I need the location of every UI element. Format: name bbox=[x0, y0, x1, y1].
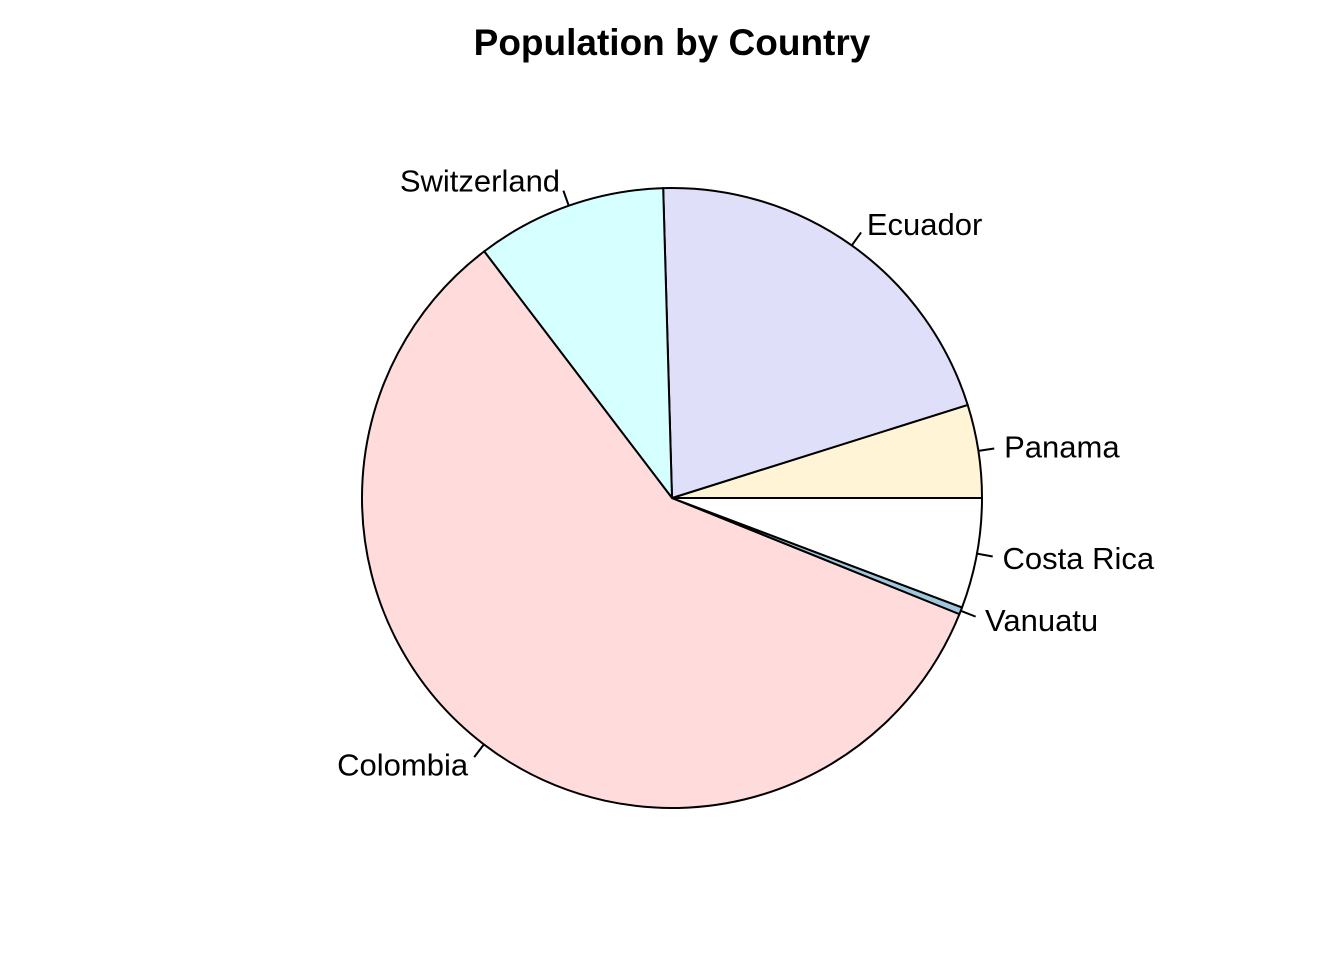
chart-title: Population by Country bbox=[474, 22, 871, 63]
pie-label-switzerland: Switzerland bbox=[400, 164, 560, 199]
pie-label-costa-rica: Costa Rica bbox=[1003, 541, 1155, 576]
pie-label-tick-switzerland bbox=[562, 190, 570, 207]
pie-label-tick-vanuatu bbox=[960, 609, 977, 618]
pie-label-tick-panama bbox=[978, 447, 995, 452]
pie-label-colombia: Colombia bbox=[337, 748, 469, 783]
pie-slices bbox=[361, 187, 983, 810]
pie-label-panama: Panama bbox=[1004, 429, 1120, 464]
pie-label-tick-ecuador bbox=[850, 231, 862, 247]
pie-label-ecuador: Ecuador bbox=[867, 207, 982, 242]
pie-label-tick-colombia bbox=[473, 743, 485, 758]
pie-slice-switzerland bbox=[483, 187, 673, 499]
pie-slice-costa-rica bbox=[671, 497, 983, 609]
pie-labels: Panama Ecuador Switzerland Colombia Vanuatu C… bbox=[337, 164, 1155, 783]
pie-label-tick-costa-rica bbox=[976, 552, 993, 558]
pie-slice-ecuador bbox=[662, 187, 969, 499]
pie-label-vanuatu: Vanuatu bbox=[985, 603, 1098, 638]
